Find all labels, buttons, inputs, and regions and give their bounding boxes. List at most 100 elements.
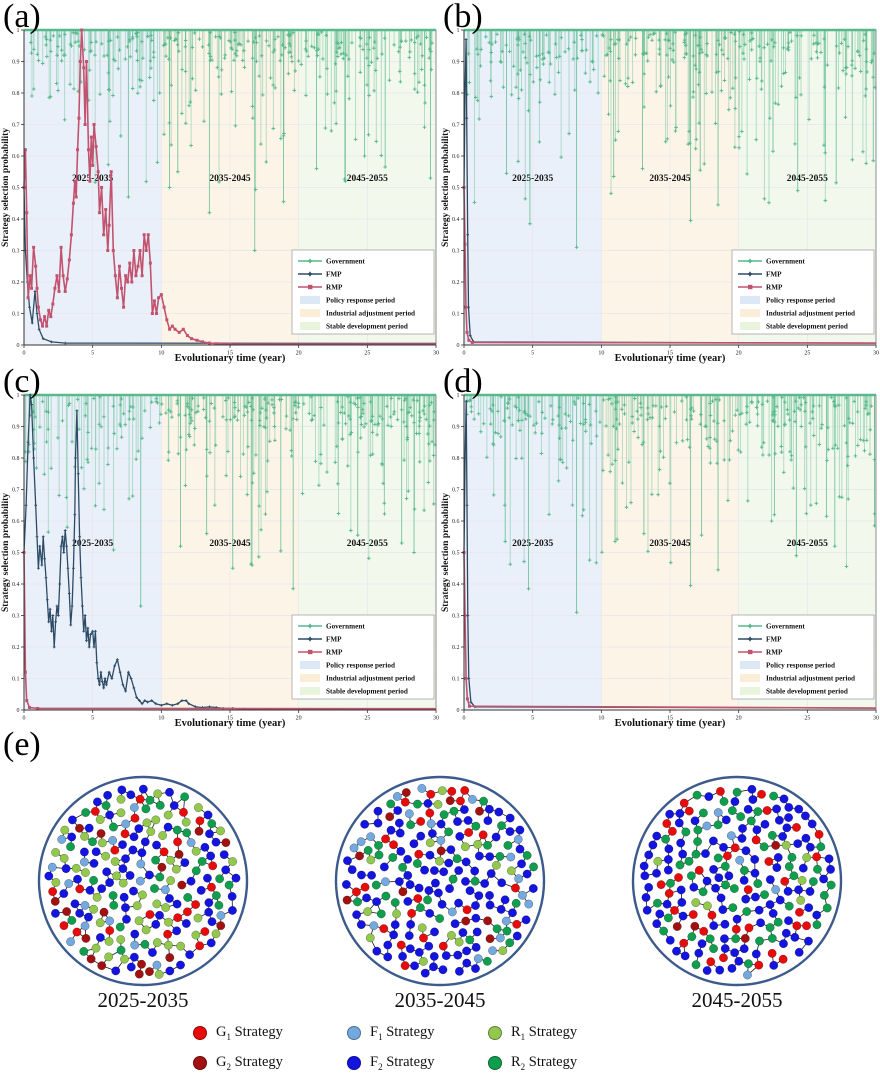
svg-text:Stable development period: Stable development period xyxy=(766,687,848,695)
svg-text:Government: Government xyxy=(326,622,365,630)
svg-text:25: 25 xyxy=(804,716,810,722)
svg-text:2045-2055: 2045-2055 xyxy=(347,174,388,184)
region-labels: 2025-2035 2035-2045 2045-2055 xyxy=(512,539,828,549)
svg-text:0.3: 0.3 xyxy=(12,614,20,620)
svg-text:RMP: RMP xyxy=(326,283,343,291)
svg-text:0.9: 0.9 xyxy=(12,425,20,431)
panel-letter-b: (b) xyxy=(443,0,483,35)
svg-text:0.9: 0.9 xyxy=(12,60,20,66)
region-labels: 2025-2035 2035-2045 2045-2055 xyxy=(72,539,388,549)
svg-text:2025-2035: 2025-2035 xyxy=(72,539,113,549)
svg-text:15: 15 xyxy=(667,351,673,357)
network-nodes xyxy=(639,784,836,980)
axes: 0 5 10 15 20 25 30 0 0.1 0.2 0.3 0.4 0.5 0.6 0.7 0.8 0.9… xyxy=(1,28,439,364)
grid xyxy=(23,29,437,346)
r2-dot-icon xyxy=(488,1056,502,1070)
y-axis-label: Strategy selection probability xyxy=(1,493,11,612)
svg-text:0.3: 0.3 xyxy=(452,249,460,255)
svg-text:0.5: 0.5 xyxy=(452,186,460,192)
f2-dot-icon xyxy=(347,1056,361,1070)
svg-text:0.7: 0.7 xyxy=(452,123,460,129)
svg-text:0.8: 0.8 xyxy=(452,91,460,97)
svg-text:0: 0 xyxy=(457,343,460,349)
svg-text:1: 1 xyxy=(457,28,460,34)
svg-text:Industrial adjustment period: Industrial adjustment period xyxy=(326,309,415,317)
svg-text:2045-2055: 2045-2055 xyxy=(787,539,828,549)
f2-label: F2 Strategy xyxy=(370,1054,435,1072)
svg-text:5: 5 xyxy=(91,716,94,722)
government-series xyxy=(24,28,436,253)
svg-text:1: 1 xyxy=(17,28,20,34)
svg-text:20: 20 xyxy=(736,351,742,357)
svg-text:0.4: 0.4 xyxy=(12,582,20,588)
x-axis-label: Evolutionary time (year) xyxy=(615,718,726,729)
svg-text:0: 0 xyxy=(17,343,20,349)
svg-text:0.3: 0.3 xyxy=(12,249,20,255)
government-series xyxy=(464,393,877,615)
svg-text:2025-2035: 2025-2035 xyxy=(512,174,553,184)
svg-text:20: 20 xyxy=(736,716,742,722)
svg-text:2025-2035: 2025-2035 xyxy=(72,174,113,184)
svg-text:Stable development period: Stable development period xyxy=(326,687,408,695)
svg-text:0.1: 0.1 xyxy=(12,312,20,318)
svg-text:0.2: 0.2 xyxy=(452,280,460,286)
g1-label: G1 Strategy xyxy=(216,1024,283,1042)
network-2035-2045 xyxy=(334,775,546,987)
svg-text:0.2: 0.2 xyxy=(12,645,20,651)
svg-text:RMP: RMP xyxy=(766,283,783,291)
svg-text:0.6: 0.6 xyxy=(452,519,460,525)
svg-text:Policy response period: Policy response period xyxy=(326,296,395,304)
svg-text:30: 30 xyxy=(433,351,439,357)
svg-text:10: 10 xyxy=(598,351,604,357)
legend-item-g2: G2 Strategy xyxy=(193,1052,283,1074)
svg-text:0.7: 0.7 xyxy=(12,488,20,494)
rmp-series xyxy=(22,28,436,346)
legend-item-r2: R2 Strategy xyxy=(488,1052,577,1074)
svg-text:Stable development period: Stable development period xyxy=(326,322,408,330)
svg-text:0.7: 0.7 xyxy=(452,488,460,494)
y-axis-label: Strategy selection probability xyxy=(441,493,451,612)
x-axis-label: Evolutionary time (year) xyxy=(175,718,286,729)
svg-text:0: 0 xyxy=(463,351,466,357)
svg-text:FMP: FMP xyxy=(766,635,782,643)
network-label-1: 2025-2035 xyxy=(97,988,189,1012)
panel-letter-a: (a) xyxy=(3,0,41,35)
svg-text:15: 15 xyxy=(227,716,233,722)
svg-text:10: 10 xyxy=(598,716,604,722)
svg-text:RMP: RMP xyxy=(766,648,783,656)
g2-dot-icon xyxy=(193,1056,207,1070)
svg-text:0.2: 0.2 xyxy=(12,280,20,286)
svg-text:Policy response period: Policy response period xyxy=(326,661,395,669)
svg-text:20: 20 xyxy=(296,716,302,722)
svg-text:Government: Government xyxy=(326,257,365,265)
chart-legend: Government FMP RMP Policy response period In… xyxy=(731,249,875,335)
svg-text:1: 1 xyxy=(457,393,460,399)
y-axis-label: Strategy selection probability xyxy=(1,128,11,247)
svg-text:0.8: 0.8 xyxy=(452,456,460,462)
svg-text:20: 20 xyxy=(296,351,302,357)
panel-letter-e: (e) xyxy=(3,726,41,763)
svg-text:Industrial adjustment period: Industrial adjustment period xyxy=(766,309,855,317)
svg-text:Government: Government xyxy=(766,257,805,265)
svg-text:0.4: 0.4 xyxy=(452,217,460,223)
svg-text:0.1: 0.1 xyxy=(12,677,20,683)
svg-text:0.4: 0.4 xyxy=(12,217,20,223)
svg-text:Industrial adjustment period: Industrial adjustment period xyxy=(326,674,415,682)
svg-text:1: 1 xyxy=(17,393,20,399)
svg-text:0.8: 0.8 xyxy=(12,456,20,462)
svg-text:0: 0 xyxy=(23,351,26,357)
svg-text:0.5: 0.5 xyxy=(12,186,20,192)
svg-text:2045-2055: 2045-2055 xyxy=(347,539,388,549)
svg-text:0.2: 0.2 xyxy=(452,645,460,651)
g2-label: G2 Strategy xyxy=(216,1054,283,1072)
svg-text:5: 5 xyxy=(91,351,94,357)
network-label-3: 2045-2055 xyxy=(691,988,783,1012)
y-axis-label: Strategy selection probability xyxy=(441,128,451,247)
svg-text:0.9: 0.9 xyxy=(452,60,460,66)
svg-text:FMP: FMP xyxy=(326,635,342,643)
svg-text:Government: Government xyxy=(766,622,805,630)
x-axis-label: Evolutionary time (year) xyxy=(615,353,726,364)
f1-label: F1 Strategy xyxy=(370,1024,435,1042)
